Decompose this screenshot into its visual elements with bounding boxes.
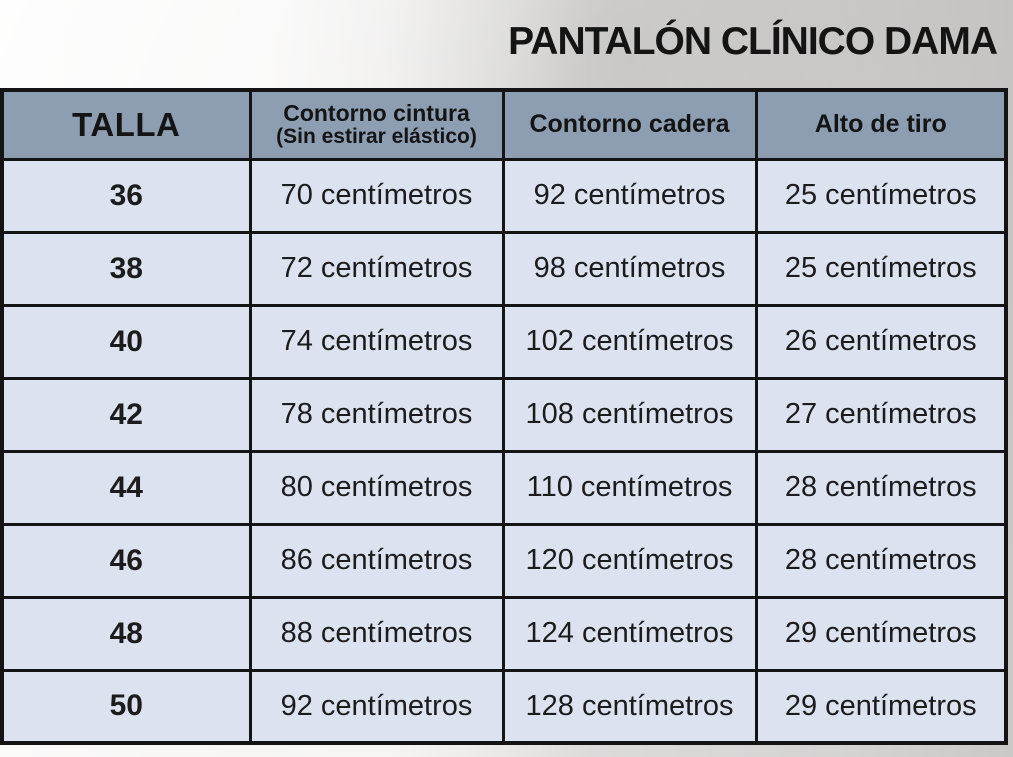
cell-talla: 42 <box>0 376 252 453</box>
cell-contorno-cadera: 102 centímetros <box>501 303 758 380</box>
cell-contorno-cintura: 70 centímetros <box>248 157 505 234</box>
table-row: 36 70 centímetros 92 centímetros 25 cent… <box>0 157 1008 234</box>
cell-talla: 46 <box>0 522 252 599</box>
cell-contorno-cadera: 110 centímetros <box>501 449 758 526</box>
header-contorno-cadera-label: Contorno cadera <box>529 110 730 139</box>
cell-talla: 48 <box>0 595 252 672</box>
cell-talla: 38 <box>0 230 252 307</box>
header-contorno-cintura: Contorno cintura (Sin estirar elástico) <box>248 88 505 161</box>
header-contorno-cadera: Contorno cadera <box>501 88 758 161</box>
cell-alto-de-tiro: 29 centímetros <box>754 595 1008 672</box>
header-contorno-cintura-sublabel: (Sin estirar elástico) <box>276 124 477 148</box>
header-alto-de-tiro-label: Alto de tiro <box>814 110 947 139</box>
cell-alto-de-tiro: 25 centímetros <box>754 230 1008 307</box>
cell-contorno-cadera: 108 centímetros <box>501 376 758 453</box>
table-row: 44 80 centímetros 110 centímetros 28 cen… <box>0 449 1008 526</box>
cell-contorno-cadera: 128 centímetros <box>501 668 758 745</box>
cell-alto-de-tiro: 26 centímetros <box>754 303 1008 380</box>
cell-talla: 44 <box>0 449 252 526</box>
cell-talla: 40 <box>0 303 252 380</box>
header-contorno-cintura-label: Contorno cintura <box>283 100 470 126</box>
cell-alto-de-tiro: 27 centímetros <box>754 376 1008 453</box>
cell-contorno-cintura: 88 centímetros <box>248 595 505 672</box>
cell-contorno-cintura: 80 centímetros <box>248 449 505 526</box>
cell-contorno-cadera: 92 centímetros <box>501 157 758 234</box>
header-talla-label: TALLA <box>72 105 181 143</box>
header-row: TALLA Contorno cintura (Sin estirar elás… <box>0 88 1008 161</box>
table-row: 46 86 centímetros 120 centímetros 28 cen… <box>0 522 1008 599</box>
cell-talla: 36 <box>0 157 252 234</box>
cell-alto-de-tiro: 29 centímetros <box>754 668 1008 745</box>
table-header: TALLA Contorno cintura (Sin estirar elás… <box>0 88 1008 161</box>
cell-contorno-cadera: 98 centímetros <box>501 230 758 307</box>
cell-contorno-cintura: 72 centímetros <box>248 230 505 307</box>
header-talla: TALLA <box>0 88 252 161</box>
cell-contorno-cadera: 120 centímetros <box>501 522 758 599</box>
cell-contorno-cintura: 92 centímetros <box>248 668 505 745</box>
table-body: 36 70 centímetros 92 centímetros 25 cent… <box>0 157 1008 745</box>
cell-contorno-cintura: 78 centímetros <box>248 376 505 453</box>
cell-talla: 50 <box>0 668 252 745</box>
table-row: 48 88 centímetros 124 centímetros 29 cen… <box>0 595 1008 672</box>
cell-alto-de-tiro: 25 centímetros <box>754 157 1008 234</box>
table-row: 50 92 centímetros 128 centímetros 29 cen… <box>0 668 1008 745</box>
cell-contorno-cintura: 86 centímetros <box>248 522 505 599</box>
table-row: 42 78 centímetros 108 centímetros 27 cen… <box>0 376 1008 453</box>
table-row: 38 72 centímetros 98 centímetros 25 cent… <box>0 230 1008 307</box>
cell-contorno-cintura: 74 centímetros <box>248 303 505 380</box>
size-table: TALLA Contorno cintura (Sin estirar elás… <box>0 88 1008 745</box>
table-row: 40 74 centímetros 102 centímetros 26 cen… <box>0 303 1008 380</box>
cell-contorno-cadera: 124 centímetros <box>501 595 758 672</box>
page-title: PANTALÓN CLÍNICO DAMA <box>508 20 998 63</box>
header-alto-de-tiro: Alto de tiro <box>754 88 1008 161</box>
cell-alto-de-tiro: 28 centímetros <box>754 522 1008 599</box>
cell-alto-de-tiro: 28 centímetros <box>754 449 1008 526</box>
